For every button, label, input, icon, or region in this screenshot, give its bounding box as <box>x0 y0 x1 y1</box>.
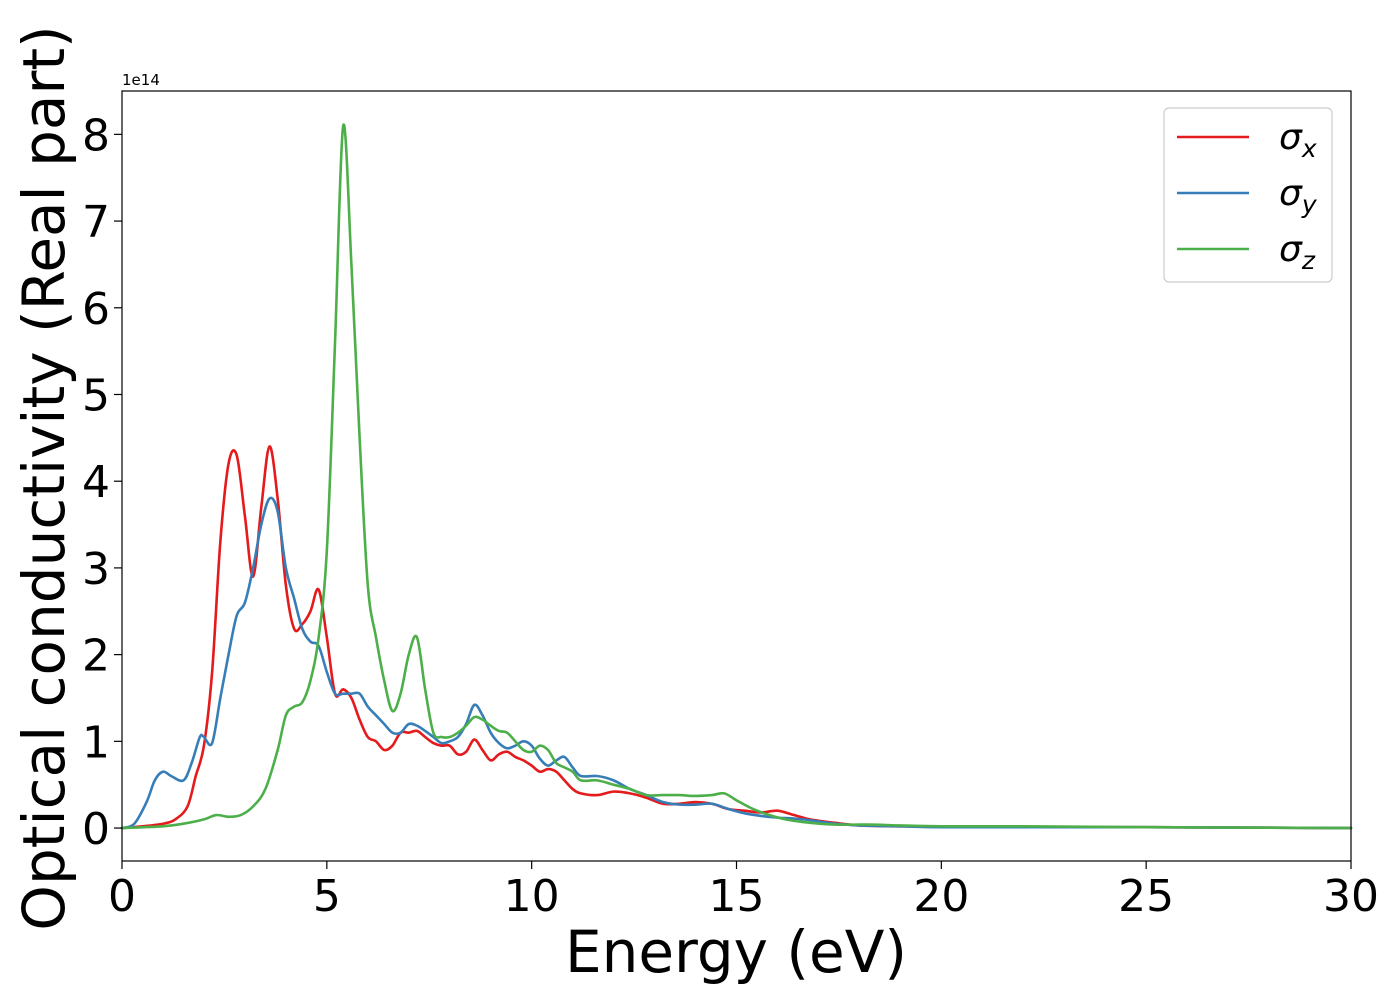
series-layer <box>120 123 1353 830</box>
x-tick-label: 30 <box>1323 871 1379 922</box>
x-tick-label: 0 <box>108 871 136 922</box>
x-axis-title: Energy (eV) <box>565 918 907 986</box>
y-axis-title: Optical conductivity (Real part) <box>10 25 78 930</box>
x-tick-label: 25 <box>1118 871 1174 922</box>
y-tick-label: 8 <box>82 110 110 161</box>
y-tick-label: 2 <box>82 631 110 682</box>
y-offset-label: 1e14 <box>122 71 160 89</box>
y-tick-label: 4 <box>82 457 110 508</box>
y-tick-label: 0 <box>82 804 110 855</box>
y-tick-label: 1 <box>82 717 110 768</box>
y-tick-label: 6 <box>82 284 110 335</box>
x-tick-label: 5 <box>313 871 341 922</box>
x-tick-label: 10 <box>504 871 560 922</box>
legend-label-sigma-z: σz <box>1279 229 1316 275</box>
legend-label-sigma-y: σy <box>1279 173 1318 219</box>
x-tick-label: 20 <box>913 871 969 922</box>
legend-items: σx σy σz <box>1177 117 1318 275</box>
legend: σx σy σz <box>1163 107 1333 283</box>
legend-label-sigma-x: σx <box>1279 117 1317 163</box>
series-line-sigma-z <box>120 123 1353 830</box>
y-tick-label: 3 <box>82 544 110 595</box>
x-axis: 0 5 10 15 20 25 30 <box>108 861 1379 922</box>
y-axis: 0 1 2 3 4 5 6 7 8 <box>82 110 122 855</box>
legend-frame <box>1163 107 1333 283</box>
series-line-sigma-y <box>120 496 1353 830</box>
y-tick-label: 7 <box>82 197 110 248</box>
y-tick-label: 5 <box>82 370 110 421</box>
x-tick-label: 15 <box>709 871 765 922</box>
